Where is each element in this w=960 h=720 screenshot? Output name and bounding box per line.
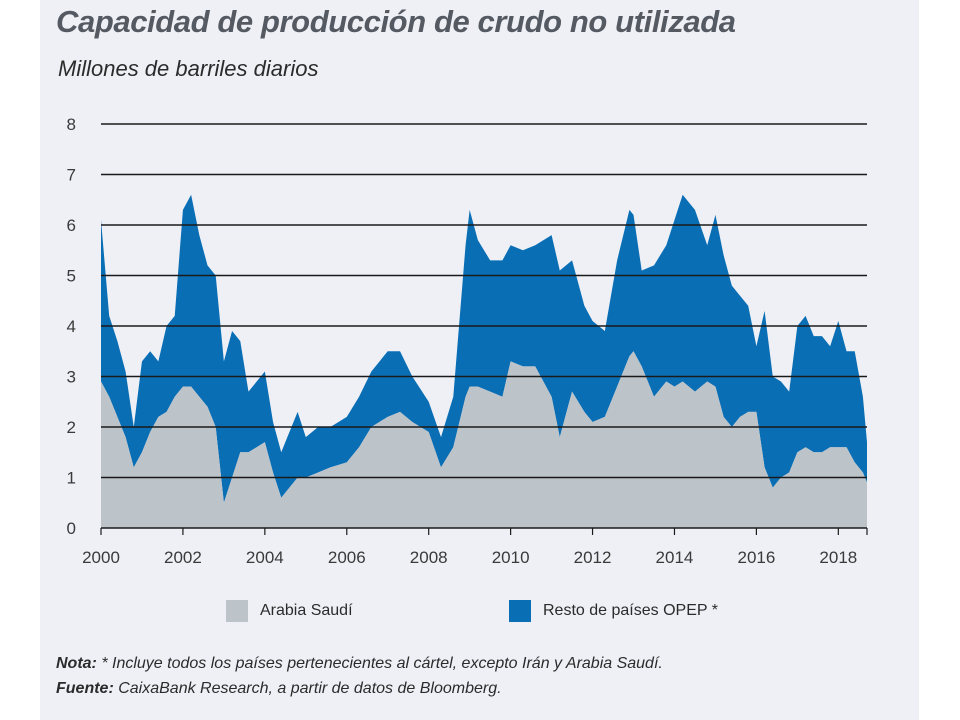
area-rest-opep — [101, 194, 867, 503]
x-tick-label: 2008 — [410, 548, 448, 567]
legend-label-rest: Resto de países OPEP * — [543, 602, 718, 619]
chart-title: Capacidad de producción de crudo no util… — [56, 4, 736, 39]
x-tick-label: 2014 — [656, 548, 694, 567]
x-tick-label: 2010 — [492, 548, 530, 567]
source-note: Fuente: CaixaBank Research, a partir de … — [56, 680, 502, 698]
x-tick-label: 2002 — [164, 548, 202, 567]
y-tick-label: 8 — [67, 115, 76, 134]
legend-swatch-saudi — [226, 600, 248, 622]
footnote-text: * Incluye todos los países perteneciente… — [96, 655, 663, 672]
source-label: Fuente: — [56, 680, 114, 697]
y-tick-label: 5 — [67, 267, 76, 286]
tick-layer: 0 1 2 3 4 5 6 7 8 2000 2002 2004 2006 2008 2010 2012 201… — [67, 115, 858, 567]
area-arabia-saudi — [101, 351, 867, 528]
chart-subtitle: Millones de barriles diarios — [58, 56, 319, 81]
x-tick-label: 2012 — [574, 548, 612, 567]
y-tick-label: 1 — [67, 469, 76, 488]
grid-layer — [100, 123, 868, 535]
x-tick-label: 2000 — [82, 548, 120, 567]
area-layer — [101, 194, 867, 528]
y-tick-label: 7 — [67, 166, 76, 185]
legend-item-saudi: Arabia Saudí — [226, 598, 353, 624]
footnote: Nota: * Incluye todos los países pertene… — [56, 655, 663, 673]
x-tick-label: 2006 — [328, 548, 366, 567]
legend-swatch-rest — [509, 600, 531, 622]
y-tick-label: 4 — [67, 317, 76, 336]
y-tick-label: 3 — [67, 368, 76, 387]
footnote-label: Nota: — [56, 655, 97, 672]
y-tick-label: 0 — [67, 519, 76, 538]
x-tick-label: 2018 — [819, 548, 857, 567]
legend-label-saudi: Arabia Saudí — [260, 602, 353, 619]
x-tick-label: 2016 — [737, 548, 775, 567]
y-tick-label: 2 — [67, 418, 76, 437]
y-tick-label: 6 — [67, 216, 76, 235]
x-tick-label: 2004 — [246, 548, 284, 567]
source-text: CaixaBank Research, a partir de datos de… — [113, 680, 502, 697]
legend-item-rest: Resto de países OPEP * — [509, 598, 718, 624]
